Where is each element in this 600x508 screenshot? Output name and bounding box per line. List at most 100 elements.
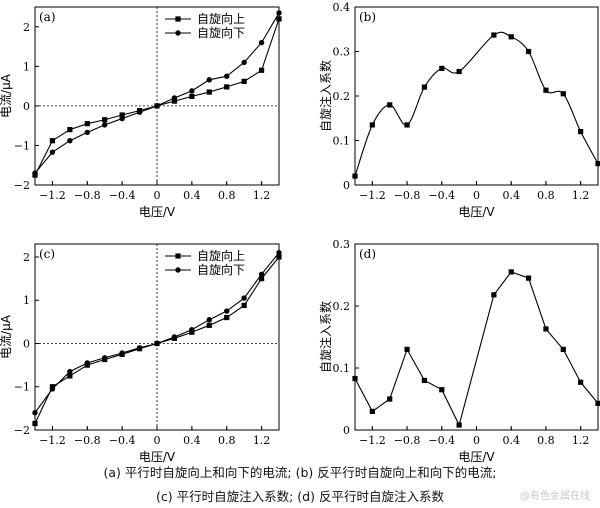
panel-label: (a) [39,10,56,24]
data-point-circle [276,10,282,16]
legend-marker-circle [175,30,181,36]
chart-a: −1.2 −0.8 −0.4 0 0.4 0.8 1.2 −2 −1 0 1 2 电压/V 电流/μA (a… [0,6,282,219]
data-point-circle [32,409,38,416]
data-point-square [276,16,282,22]
x-tick-label: 0 [473,434,480,447]
y-axis-label: 自旋注入系数 [318,301,333,373]
y-tick-label: 0 [23,337,30,350]
x-tick-label: −0.8 [394,434,421,447]
data-point-circle [119,115,125,122]
x-tick-label: 0.4 [183,434,201,447]
y-tick-label: 0 [343,179,350,192]
y-tick-label: −1 [14,381,30,394]
y-tick-label: 2 [23,251,30,264]
data-point-circle [32,170,38,176]
data-point-square [456,422,462,428]
data-point-circle [154,340,160,347]
data-point-square [543,87,549,93]
x-tick-label: −1.2 [39,189,66,202]
data-point-circle [67,137,73,144]
data-point-square [67,373,73,379]
legend-label: 自旋向下 [197,262,245,277]
chart-b: −1.2 −0.8 −0.4 0 0.4 0.8 1.2 0 0.1 0.2 0.3 0.4 电压/V 自… [318,1,600,219]
data-point-circle [171,334,178,340]
legend-label: 自旋向上 [197,248,245,263]
data-point-circle [206,316,212,323]
panel-label: (d) [359,247,376,261]
y-tick-label: 0.2 [333,300,351,313]
y-axis-label: 自旋注入系数 [318,60,333,132]
data-point-square [387,396,393,402]
data-point-circle [84,360,90,366]
x-axis-label: 电压/V [458,205,495,219]
data-point-square [456,68,462,75]
data-point-square [369,122,375,128]
x-axis-label: 电压/V [458,450,495,464]
legend-marker-circle [175,267,181,273]
x-tick-label: 0.4 [183,189,201,202]
legend-label: 自旋向上 [197,11,245,26]
x-tick-label: 0 [154,434,161,447]
data-point-circle [241,295,247,301]
chart-d: −1.2 −0.8 −0.4 0 0.4 0.8 1.2 0 0.1 0.2 0.3 电压/V 自旋注入… [318,238,600,464]
data-point-circle [258,271,265,277]
data-point-square [206,89,212,95]
x-tick-label: 1.2 [572,434,590,447]
y-tick-label: −1 [14,139,30,152]
data-point-square [241,78,247,84]
x-tick-label: −0.4 [428,434,455,447]
data-point-square [404,346,410,352]
y-tick-label: 0.1 [333,135,351,148]
data-point-circle [189,88,195,94]
data-point-circle [276,249,282,256]
y-tick-label: 1 [23,60,30,73]
data-point-square [595,400,600,406]
data-point-circle [49,149,56,155]
x-tick-label: 0.8 [218,434,236,447]
x-tick-label: 0 [154,189,161,202]
data-point-circle [224,308,230,314]
data-point-square [119,112,125,118]
data-point-circle [189,326,195,333]
y-tick-label: 0.4 [333,1,351,14]
chart-c: −1.2 −0.8 −0.4 0 0.4 0.8 1.2 −2 −1 0 1 2 电压/V 电流/μA (c… [0,243,282,464]
data-point-square [102,117,108,123]
data-point-square [352,375,358,382]
data-point-circle [154,103,160,109]
data-point-square [84,121,90,127]
data-point-circle [49,386,56,392]
legend-marker-square [175,16,181,22]
data-point-square [508,269,514,275]
data-point-square [543,326,549,332]
x-tick-label: −0.4 [109,189,136,202]
data-point-square [258,67,265,73]
y-tick-label: 0 [23,100,30,113]
y-axis-label: 电流/μA [0,73,13,118]
data-point-circle [102,355,108,361]
data-point-circle [136,109,143,115]
data-point-circle [102,122,108,128]
x-tick-label: −0.8 [394,189,421,202]
data-point-square [439,387,445,393]
data-point-circle [224,73,230,79]
y-axis-label: 电流/μA [0,314,13,359]
data-point-square [560,91,566,97]
data-point-square [189,93,195,99]
data-point-square [491,292,497,298]
data-point-square [578,129,584,135]
data-point-square [49,138,56,144]
data-point-square [258,276,265,282]
x-tick-label: 1.2 [253,189,271,202]
x-tick-label: −0.4 [428,189,455,202]
x-axis-label: 电压/V [139,205,176,219]
panel-label: (c) [39,247,55,261]
data-point-square [595,161,600,167]
x-tick-label: 0.4 [502,189,520,202]
data-point-circle [119,350,125,356]
y-tick-label: 0.3 [333,238,351,251]
data-point-square [560,346,566,352]
y-tick-label: 0.3 [333,46,351,59]
legend-label: 自旋向下 [197,25,245,40]
data-point-square [352,173,358,179]
